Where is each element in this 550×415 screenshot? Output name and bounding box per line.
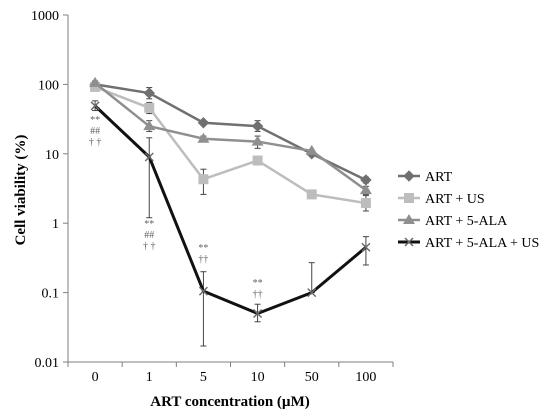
data-point bbox=[143, 120, 156, 131]
data-point bbox=[144, 152, 154, 162]
y-tick-label: 10 bbox=[45, 148, 59, 163]
significance-label: †† bbox=[253, 289, 263, 300]
data-point bbox=[144, 102, 155, 113]
y-tick-label: 0.1 bbox=[42, 287, 60, 302]
legend-label: ART + 5-ALA + US bbox=[425, 236, 539, 251]
y-tick-label: 1 bbox=[52, 217, 59, 232]
series-line bbox=[94, 85, 367, 205]
legend-label: ART + US bbox=[425, 192, 485, 207]
significance-label: † † bbox=[143, 241, 156, 252]
y-tick-label: 1000 bbox=[31, 9, 59, 24]
data-point bbox=[197, 132, 210, 143]
x-axis-title: ART concentration (µM) bbox=[150, 394, 309, 410]
series-art-5-ala bbox=[89, 76, 372, 195]
data-point bbox=[198, 286, 208, 296]
data-point bbox=[251, 135, 264, 146]
data-point bbox=[143, 87, 155, 99]
y-tick-label: 0.01 bbox=[35, 356, 60, 371]
data-point bbox=[307, 288, 317, 298]
data-point bbox=[305, 144, 318, 155]
significance-label: ** bbox=[144, 219, 154, 230]
x-tick-label: 1 bbox=[146, 370, 153, 385]
series-line bbox=[94, 83, 367, 182]
y-tick-label: 100 bbox=[38, 78, 59, 93]
x-tick-label: 50 bbox=[305, 370, 319, 385]
x-tick-label: 100 bbox=[355, 370, 376, 385]
significance-label: †† bbox=[198, 254, 208, 265]
series-art-5-ala-us bbox=[90, 100, 371, 347]
significance-label: ** bbox=[198, 243, 208, 254]
series-line bbox=[94, 81, 367, 192]
legend-label: ART + 5-ALA bbox=[425, 214, 508, 229]
x-tick-label: 0 bbox=[92, 370, 99, 385]
data-point bbox=[360, 198, 371, 209]
legend-marker bbox=[403, 214, 415, 224]
data-point bbox=[306, 189, 317, 200]
data-point bbox=[197, 117, 210, 129]
data-point bbox=[253, 308, 263, 319]
significance-label: ## bbox=[90, 126, 100, 137]
legend-marker bbox=[404, 193, 414, 203]
series-line bbox=[94, 104, 367, 315]
data-point bbox=[89, 76, 102, 87]
x-tick-label: 5 bbox=[200, 370, 207, 385]
data-point bbox=[198, 174, 209, 185]
significance-label: † † bbox=[89, 137, 102, 148]
data-point bbox=[360, 174, 372, 186]
data-point bbox=[251, 120, 264, 132]
legend-marker bbox=[403, 170, 415, 182]
data-point bbox=[90, 101, 100, 111]
data-point bbox=[361, 242, 371, 252]
significance-label: ## bbox=[144, 230, 154, 241]
y-axis-title: Cell viability (%) bbox=[13, 135, 29, 246]
legend-label: ART bbox=[425, 170, 453, 185]
data-point bbox=[252, 155, 263, 166]
significance-label: ** bbox=[253, 278, 263, 289]
data-point bbox=[359, 184, 372, 195]
series-art-us bbox=[90, 81, 371, 212]
legend-marker bbox=[404, 237, 414, 247]
x-tick-label: 10 bbox=[251, 370, 265, 385]
significance-label: ** bbox=[90, 115, 100, 126]
